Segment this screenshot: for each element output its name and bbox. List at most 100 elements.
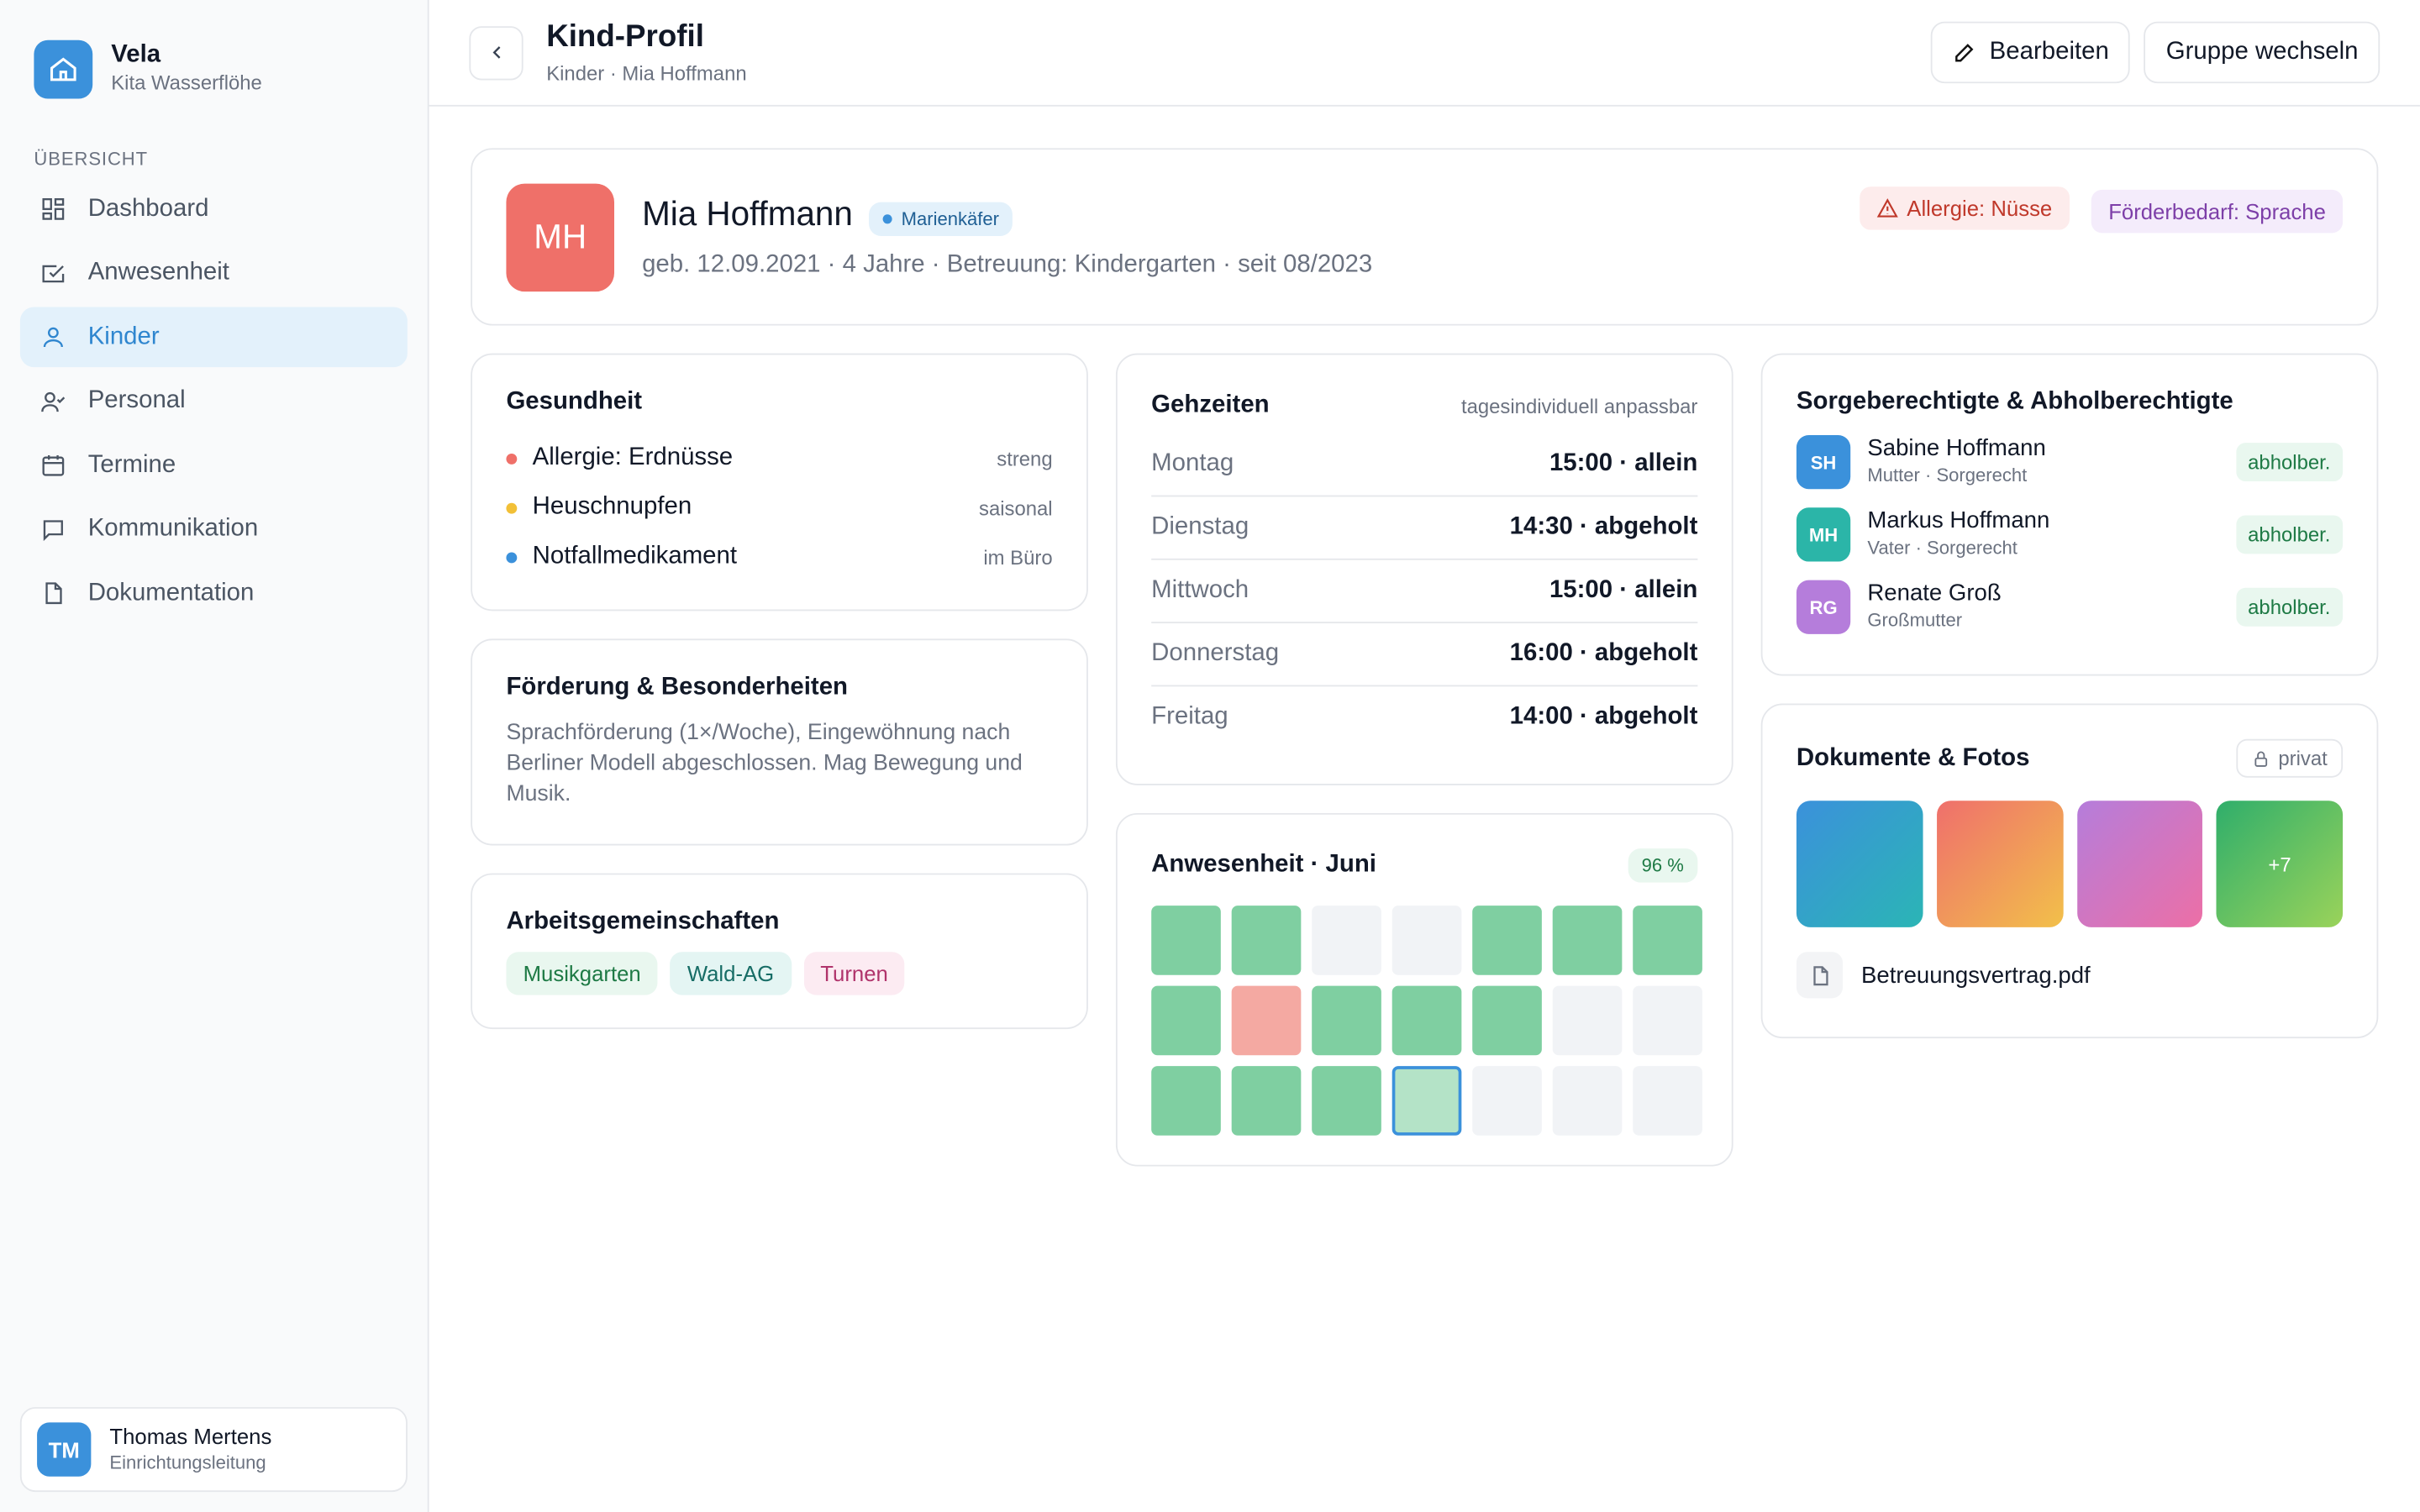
support-tag: Förderbedarf: Sprache [2091,188,2344,233]
guardian-name: Sabine Hoffmann [1867,434,2046,462]
allergy-tag: Allergie: Nüsse [1859,186,2070,229]
nav-label: Dashboard [87,195,209,222]
privacy-label: privat [2278,746,2328,770]
brand: Vela Kita Wasserflöhe [0,0,428,99]
nav-item[interactable]: Kinder [19,307,408,368]
health-label: Notfallmedikament [532,543,738,570]
back-button[interactable] [469,25,523,80]
change-group-button[interactable]: Gruppe wechseln [2144,21,2381,84]
day-cell [1231,906,1302,975]
guardians-card: Sorgeberechtigte & Abholberechtigte SH Sa… [1760,353,2379,676]
file-name: Betreuungsvertrag.pdf [1861,962,2091,989]
logo [34,39,93,99]
file-row[interactable]: Betreuungsvertrag.pdf [1796,952,2343,999]
day-cell [1151,985,1221,1056]
tag-label: Allergie: Nüsse [1907,195,2053,220]
sidebar: Vela Kita Wasserflöhe ÜBERSICHT Dashboard… [0,0,429,1512]
times-card: Gehzeiten tagesindividuell anpassbar Mont… [1115,353,1733,785]
time: 16:00 · abgeholt [1509,640,1698,667]
day-cell-today [1392,1066,1462,1136]
day-cell [1633,1066,1702,1136]
column: Sorgeberechtigte & Abholberechtigte SH Sa… [1760,353,2379,1167]
time: 15:00 · allein [1549,576,1698,604]
day-cell [1633,985,1702,1056]
card-title: Anwesenheit · Juni [1151,851,1376,879]
day: Freitag [1151,703,1228,730]
support-card: Förderung & Besonderheiten Sprachförderun… [471,638,1088,846]
time: 15:00 · allein [1549,450,1698,477]
group-label: Marienkäfer [901,207,1000,230]
nav-label: Kommunikation [87,515,259,542]
day: Mittwoch [1151,576,1249,604]
health-note: saisonal [979,496,1053,520]
day-cell [1472,1066,1542,1136]
guardian: SH Sabine Hoffmann Mutter · Sorgerecht abho… [1796,434,2344,490]
attendance-grid [1151,906,1702,1136]
day-cell [1312,1066,1381,1136]
photo [1796,801,1923,927]
nav-item[interactable]: Personal [20,371,408,432]
nav-item[interactable]: Kommunikation [20,499,408,559]
club-tag: Wald-AG [670,952,792,995]
guardian-role: Großmutter [1867,609,1963,632]
day: Montag [1151,450,1234,477]
nav-item[interactable]: Dokumentation [20,563,408,623]
privacy-badge: privat [2236,738,2344,778]
health-item: Notfallmedikament im Büro [506,543,1053,571]
time: 14:30 · abgeholt [1509,513,1698,540]
button-label: Bearbeiten [1989,38,2109,66]
time-row: Montag 15:00 · allein [1151,433,1698,497]
child-details: geb. 12.09.2021 · 4 Jahre · Betreuung: K… [642,251,1373,278]
day-cell [1151,906,1221,975]
time: 14:00 · abgeholt [1509,703,1698,730]
photo-more: +7 [2216,801,2344,927]
guardian: RG Renate Groß Großmutter abholber. [1796,580,2344,634]
edit-button[interactable]: Bearbeiten [1930,21,2131,84]
profile-card: MH Mia Hoffmann Marienkäfer geb. 12.09.2… [471,148,2379,326]
nav-item[interactable]: Anwesenheit [20,243,408,303]
health-note: streng [997,446,1053,470]
nav-label: Anwesenheit [87,259,229,286]
club-tag: Turnen [803,952,906,995]
brand-name: Vela [111,41,161,68]
photo [2076,801,2203,927]
breadcrumb: Kinder · Mia Hoffmann [546,61,747,86]
child-name: Mia Hoffmann [642,194,853,234]
guardian-avatar: MH [1796,507,1851,562]
nav-item[interactable]: Dashboard [20,179,408,239]
card-title: Dokumente & Fotos [1796,744,2030,771]
day-cell [1151,1066,1221,1136]
user-name: Thomas Mertens [109,1423,272,1448]
button-label: Gruppe wechseln [2165,38,2359,66]
content: MH Mia Hoffmann Marienkäfer geb. 12.09.2… [471,148,2379,1167]
health-label: Heuschnupfen [532,493,692,520]
health-label: Allergie: Erdnüsse [532,444,734,471]
nav-item[interactable]: Termine [20,435,408,496]
guardian-role: Vater · Sorgerecht [1867,537,2018,559]
day-cell [1231,1066,1302,1136]
day-cell [1552,906,1623,975]
nav-label: Kinder [87,323,160,350]
time-row: Dienstag 14:30 · abgeholt [1151,496,1698,560]
user-card[interactable]: TM Thomas Mertens Einrichtungsleitung [19,1407,408,1493]
card-title: Sorgeberechtigte & Abholberechtigte [1796,388,2233,416]
columns: Gesundheit Allergie: Erdnüsse streng Heus… [471,353,2379,1167]
attendance-card: Anwesenheit · Juni 96 % [1115,812,1733,1167]
guardian-name: Markus Hoffmann [1867,507,2050,534]
club-tag: Musikgarten [506,952,658,995]
health-note: im Büro [983,545,1053,569]
health-item: Allergie: Erdnüsse streng [506,444,1053,472]
health-card: Gesundheit Allergie: Erdnüsse streng Heus… [471,353,1088,612]
card-title: Arbeitsgemeinschaften [506,908,780,936]
group-badge: Marienkäfer [869,202,1013,236]
time-row: Mittwoch 15:00 · allein [1151,560,1698,624]
health-item: Heuschnupfen saisonal [506,493,1053,522]
main: Kind-Profil Kinder · Mia Hoffmann Bearbei… [429,0,2420,1512]
nav-section: ÜBERSICHT [34,148,149,171]
org-name: Kita Wasserflöhe [111,71,262,95]
nav-label: Dokumentation [87,579,255,606]
photo-row: +7 [1796,801,2344,927]
support-text: Sprachförderung (1×/Woche), Eingewöhnung… [506,720,1023,807]
